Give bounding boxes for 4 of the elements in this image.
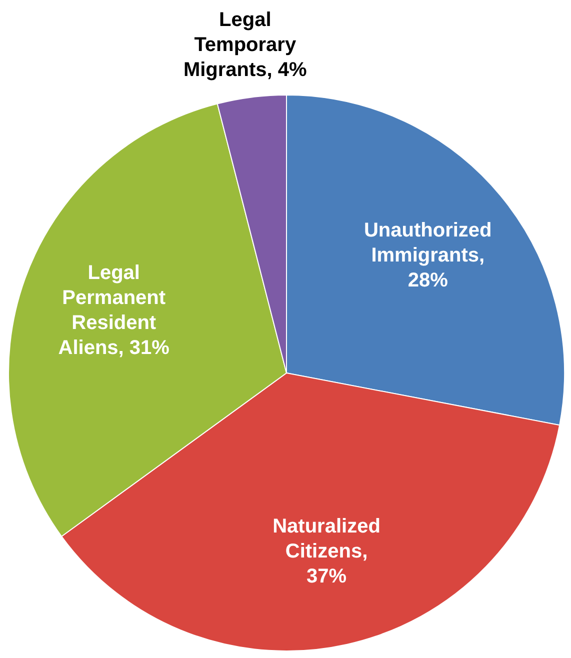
slice-label: Unauthorized Immigrants, 28% [364,220,492,292]
slice-label: Legal Temporary Migrants, 4% [183,9,308,82]
slice-label: Naturalized Citizens, 37% [272,516,380,588]
slice-label: Legal Permanent Resident Aliens, 31% [58,262,170,359]
